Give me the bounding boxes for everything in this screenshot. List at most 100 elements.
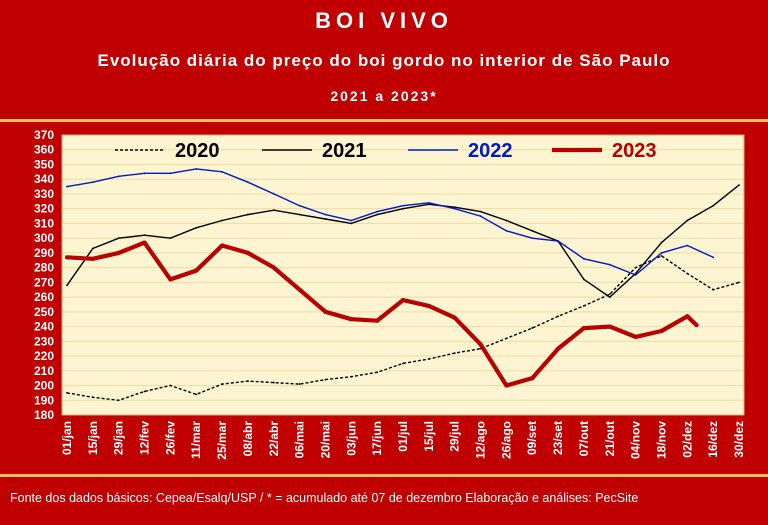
data-point-2022 xyxy=(195,167,198,170)
data-point-2023 xyxy=(297,287,302,292)
y-tick-label: 190 xyxy=(34,393,54,407)
y-tick-label: 250 xyxy=(34,305,54,319)
y-tick-label: 260 xyxy=(34,290,54,304)
data-point-2020 xyxy=(350,375,353,378)
page-title: BOI VIVO xyxy=(315,8,453,33)
x-tick-label: 12/ago xyxy=(474,421,488,459)
data-point-2023 xyxy=(478,342,483,347)
x-tick-label: 01/jul xyxy=(396,421,410,452)
data-point-2022 xyxy=(298,204,301,207)
x-tick-label: 25/mar xyxy=(215,421,229,460)
data-point-2021 xyxy=(298,213,301,216)
data-point-2022 xyxy=(402,204,404,207)
footer: Fonte dos dados básicos: Cepea/Esalq/USP… xyxy=(0,480,768,525)
x-tick-label: 26/ago xyxy=(499,421,513,459)
legend-label-2022: 2022 xyxy=(468,140,513,162)
legend-label-2020: 2020 xyxy=(175,140,220,162)
data-point-2021 xyxy=(686,219,689,222)
data-point-2020 xyxy=(324,378,327,381)
data-point-2020 xyxy=(376,371,379,374)
data-point-2022 xyxy=(608,263,611,266)
legend-label-2021: 2021 xyxy=(322,140,367,162)
series-line-2022 xyxy=(66,168,714,276)
data-point-2023 xyxy=(530,376,535,381)
data-point-2020 xyxy=(298,383,301,385)
x-tick-label: 02/dez xyxy=(680,421,694,458)
legend-label-2023: 2023 xyxy=(612,140,657,162)
x-tick-label: 03/jun xyxy=(344,421,358,456)
data-point-2023 xyxy=(400,297,406,303)
x-axis: 01/jan 15/jan 29/jan 12/fev 26/fev 11/mar 25/m… xyxy=(60,421,746,460)
data-point-2023 xyxy=(685,314,690,319)
data-point-2021 xyxy=(169,237,172,240)
data-point-2023 xyxy=(349,317,354,322)
series-lines xyxy=(64,167,740,402)
data-point-2022 xyxy=(143,172,146,175)
chart-container: 370 360 350 340 330 320 310 300 290 280 270 260 250 2… xyxy=(0,123,768,473)
data-point-2021 xyxy=(247,213,249,216)
data-point-2020 xyxy=(634,266,637,269)
gridlines xyxy=(61,134,745,416)
data-point-2020 xyxy=(531,327,534,329)
x-tick-label: 09/set xyxy=(525,421,539,455)
data-point-2023 xyxy=(659,328,664,334)
y-tick-label: 270 xyxy=(34,275,54,289)
data-point-2021 xyxy=(660,241,663,244)
data-point-2020 xyxy=(608,293,611,296)
y-tick-label: 340 xyxy=(34,172,54,186)
data-point-2022 xyxy=(557,240,559,243)
data-point-2020 xyxy=(402,362,404,365)
data-point-2023 xyxy=(581,325,587,331)
x-tick-label: 04/nov xyxy=(629,421,643,459)
header: BOI VIVO Evolução diária do preço do boi… xyxy=(0,0,768,118)
data-point-2022 xyxy=(583,257,585,260)
x-tick-label: 22/abr xyxy=(267,421,281,457)
data-point-2022 xyxy=(505,229,508,232)
data-point-2021 xyxy=(608,296,611,299)
data-point-2022 xyxy=(247,181,249,184)
x-tick-label: 12/fev xyxy=(138,421,152,455)
y-tick-label: 320 xyxy=(34,202,54,216)
data-point-2021 xyxy=(402,207,404,210)
x-tick-label: 06/mai xyxy=(293,421,307,458)
data-point-2020 xyxy=(247,380,249,383)
data-point-2020 xyxy=(143,390,146,393)
data-point-2023 xyxy=(607,324,612,329)
data-point-2022 xyxy=(376,210,379,213)
y-tick-label: 220 xyxy=(34,349,54,363)
x-tick-label: 26/fev xyxy=(163,421,177,455)
data-point-2023 xyxy=(694,323,699,328)
data-point-2021 xyxy=(376,213,379,216)
legend: 2020 2021 2022 2023 xyxy=(115,140,657,162)
x-tick-label: 15/jul xyxy=(422,421,436,452)
data-point-2020 xyxy=(557,315,559,318)
data-point-2021 xyxy=(453,206,456,209)
x-tick-label: 01/jan xyxy=(60,421,74,455)
data-point-2023 xyxy=(142,240,147,245)
y-tick-label: 350 xyxy=(34,157,54,171)
page-subtitle: Evolução diária do preço do boi gordo no… xyxy=(97,51,671,70)
x-tick-label: 23/set xyxy=(551,421,565,455)
data-point-2023 xyxy=(271,265,276,270)
data-point-2021 xyxy=(66,284,68,287)
y-axis: 3703603503403303203103002902802702602502… xyxy=(34,128,54,422)
data-point-2021 xyxy=(531,229,534,232)
data-point-2020 xyxy=(583,305,585,307)
y-tick-label: 200 xyxy=(34,379,54,393)
y-tick-label: 210 xyxy=(34,364,54,378)
data-point-2022 xyxy=(66,185,68,188)
price-line-chart: 3703603503403303203103002902802702602502… xyxy=(0,123,768,473)
data-point-2020 xyxy=(427,358,430,360)
data-point-2023 xyxy=(168,277,173,282)
data-point-2020 xyxy=(660,254,663,257)
data-point-2021 xyxy=(479,210,482,213)
data-point-2020 xyxy=(712,288,715,291)
data-point-2023 xyxy=(426,303,431,309)
data-point-2021 xyxy=(91,247,94,250)
series-line-2020 xyxy=(66,254,740,402)
data-point-2022 xyxy=(427,201,430,204)
data-point-2022 xyxy=(634,274,637,276)
plot-border xyxy=(61,134,745,416)
series-line-2023 xyxy=(66,240,698,388)
y-tick-label: 330 xyxy=(34,187,54,201)
